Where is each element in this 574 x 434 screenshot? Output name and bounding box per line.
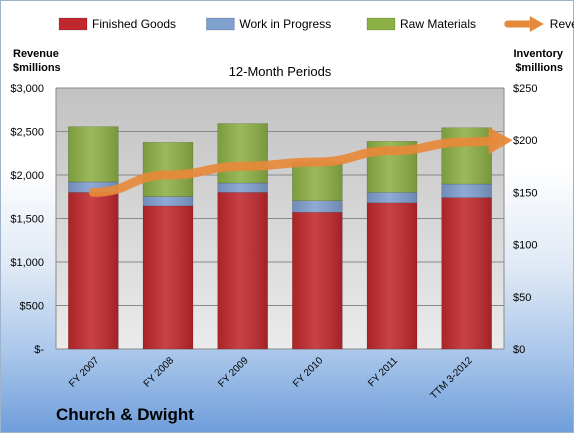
revenue-arrowhead [488,127,513,155]
bar-segment-shading [367,202,417,349]
right-tick-label: $0 [513,344,525,356]
bar-segment-shading [68,192,119,349]
left-axis-title-line2: $millions [13,62,61,74]
legend-label: Work in Progress [239,17,331,31]
bar-segment-shading [217,123,268,184]
right-tick-label: $150 [513,187,537,199]
right-tick-label: $100 [513,240,537,252]
bar-segment-shading [292,162,343,201]
x-tick-label: TTM 3-2012 [428,355,475,402]
bar-segment-shading [68,181,119,193]
company-name: Church & Dwight [56,405,194,424]
bar-segment-shading [143,205,193,349]
left-tick-label: $1,000 [10,257,44,269]
left-tick-label: $1,500 [10,214,44,226]
x-tick-label: FY 2008 [142,355,177,390]
revenue-line [88,136,498,197]
left-tick-label: $3,000 [10,83,44,95]
bar-segment-shading [143,142,193,197]
bar-segment-shading [143,196,193,206]
legend-arrowhead-revenue [529,16,544,32]
legend-label: Revenue [550,17,574,31]
legend-swatch-work-in-progress [206,17,235,31]
bar-segment-shading [217,183,268,193]
bar-segment-shading [441,127,492,185]
bar-segment-shading [441,184,492,198]
bar-segment-shading [292,200,343,213]
legend-label: Finished Goods [92,17,176,31]
left-tick-label: $500 [20,301,44,313]
x-tick-label: FY 2010 [291,355,326,390]
right-axis-title-line2: $millions [515,62,563,74]
left-tick-label: $- [34,344,44,356]
legend-swatch-finished-goods [58,17,88,31]
chart-title: 12-Month Periods [229,64,332,79]
x-tick-label: FY 2007 [67,355,102,390]
left-tick-label: $2,000 [10,170,44,182]
bar-segment-shading [217,192,268,349]
x-tick-label: FY 2009 [216,355,251,390]
bar-segment-shading [367,192,417,203]
legend-swatch-raw-materials [366,17,396,31]
right-tick-label: $250 [513,83,537,95]
right-axis-title-line1: Inventory [513,48,563,60]
bar-segment-shading [292,212,343,349]
bar-segment-shading [68,126,119,182]
left-axis-title-line1: Revenue [13,48,59,60]
legend-label: Raw Materials [400,17,476,31]
right-tick-label: $50 [513,292,531,304]
x-tick-label: FY 2011 [366,355,400,389]
right-tick-label: $200 [513,135,537,147]
left-tick-label: $2,500 [10,127,44,139]
bar-segment-shading [441,197,492,349]
